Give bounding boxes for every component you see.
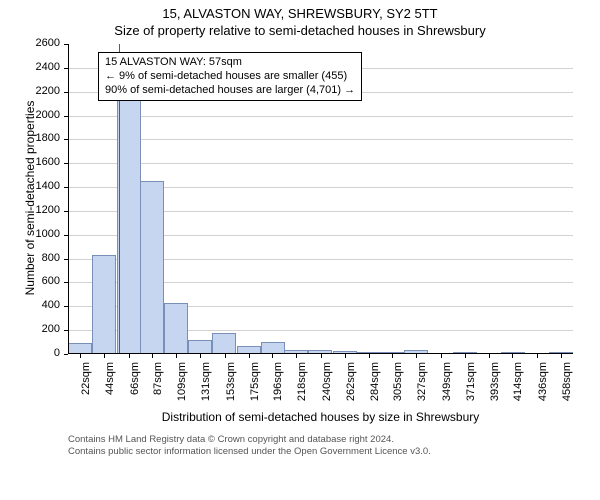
- x-tick-mark: [416, 354, 417, 358]
- x-tick-mark: [200, 354, 201, 358]
- y-tick-label: 1800: [0, 132, 60, 144]
- y-tick-label: 2200: [0, 85, 60, 97]
- x-tick-mark: [465, 354, 466, 358]
- x-tick-label: 196sqm: [272, 362, 284, 407]
- y-tick-mark: [64, 68, 68, 69]
- info-box: 15 ALVASTON WAY: 57sqm ← 9% of semi-deta…: [98, 52, 362, 101]
- x-tick-label: 87sqm: [152, 362, 164, 407]
- y-tick-mark: [64, 330, 68, 331]
- x-tick-mark: [176, 354, 177, 358]
- x-tick-label: 327sqm: [416, 362, 428, 407]
- y-tick-label: 800: [0, 252, 60, 264]
- y-tick-mark: [64, 163, 68, 164]
- title-block: 15, ALVASTON WAY, SHREWSBURY, SY2 5TT Si…: [0, 0, 600, 38]
- x-tick-mark: [369, 354, 370, 358]
- info-line-1: 15 ALVASTON WAY: 57sqm: [105, 56, 355, 70]
- x-tick-label: 436sqm: [537, 362, 549, 407]
- x-tick-mark: [537, 354, 538, 358]
- y-tick-label: 2000: [0, 109, 60, 121]
- x-tick-label: 22sqm: [80, 362, 92, 407]
- y-tick-label: 2400: [0, 61, 60, 73]
- y-tick-label: 2600: [0, 37, 60, 49]
- x-tick-mark: [80, 354, 81, 358]
- x-axis-title: Distribution of semi-detached houses by …: [68, 410, 573, 424]
- y-tick-label: 1400: [0, 180, 60, 192]
- x-tick-mark: [129, 354, 130, 358]
- y-tick-label: 1000: [0, 228, 60, 240]
- x-tick-mark: [345, 354, 346, 358]
- x-tick-mark: [512, 354, 513, 358]
- x-tick-label: 218sqm: [296, 362, 308, 407]
- footer-line-1: Contains HM Land Registry data © Crown c…: [68, 434, 431, 446]
- x-tick-mark: [104, 354, 105, 358]
- x-tick-label: 414sqm: [512, 362, 524, 407]
- y-tick-label: 1200: [0, 204, 60, 216]
- info-line-2: ← 9% of semi-detached houses are smaller…: [105, 70, 355, 84]
- y-tick-label: 200: [0, 323, 60, 335]
- x-tick-label: 458sqm: [561, 362, 573, 407]
- y-tick-mark: [64, 92, 68, 93]
- x-tick-mark: [272, 354, 273, 358]
- y-tick-mark: [64, 235, 68, 236]
- x-tick-label: 305sqm: [392, 362, 404, 407]
- x-tick-mark: [296, 354, 297, 358]
- chart-container: { "title": { "line1": "15, ALVASTON WAY,…: [0, 0, 600, 500]
- x-tick-label: 393sqm: [489, 362, 501, 407]
- title-sub: Size of property relative to semi-detach…: [0, 23, 600, 38]
- y-tick-mark: [64, 306, 68, 307]
- y-tick-mark: [64, 211, 68, 212]
- footer-line-2: Contains public sector information licen…: [68, 446, 431, 458]
- x-tick-label: 44sqm: [104, 362, 116, 407]
- x-tick-mark: [441, 354, 442, 358]
- x-tick-mark: [321, 354, 322, 358]
- x-tick-mark: [561, 354, 562, 358]
- y-tick-mark: [64, 116, 68, 117]
- x-tick-label: 284sqm: [369, 362, 381, 407]
- info-line-3: 90% of semi-detached houses are larger (…: [105, 84, 355, 98]
- y-axis-title: Number of semi-detached properties: [23, 98, 37, 298]
- y-tick-mark: [64, 282, 68, 283]
- x-tick-label: 262sqm: [345, 362, 357, 407]
- x-tick-mark: [225, 354, 226, 358]
- x-tick-mark: [489, 354, 490, 358]
- x-tick-label: 153sqm: [225, 362, 237, 407]
- x-tick-mark: [249, 354, 250, 358]
- title-main: 15, ALVASTON WAY, SHREWSBURY, SY2 5TT: [0, 6, 600, 21]
- y-tick-mark: [64, 259, 68, 260]
- y-tick-label: 0: [0, 347, 60, 359]
- y-tick-label: 400: [0, 299, 60, 311]
- y-tick-mark: [64, 44, 68, 45]
- x-tick-label: 131sqm: [200, 362, 212, 407]
- footer: Contains HM Land Registry data © Crown c…: [68, 434, 431, 458]
- y-tick-mark: [64, 139, 68, 140]
- x-tick-label: 109sqm: [176, 362, 188, 407]
- y-tick-mark: [64, 187, 68, 188]
- x-tick-label: 66sqm: [129, 362, 141, 407]
- y-tick-label: 600: [0, 275, 60, 287]
- x-tick-label: 371sqm: [465, 362, 477, 407]
- x-tick-mark: [392, 354, 393, 358]
- y-tick-label: 1600: [0, 156, 60, 168]
- x-tick-label: 349sqm: [441, 362, 453, 407]
- x-tick-mark: [152, 354, 153, 358]
- y-tick-mark: [64, 354, 68, 355]
- x-tick-label: 175sqm: [249, 362, 261, 407]
- x-tick-label: 240sqm: [321, 362, 333, 407]
